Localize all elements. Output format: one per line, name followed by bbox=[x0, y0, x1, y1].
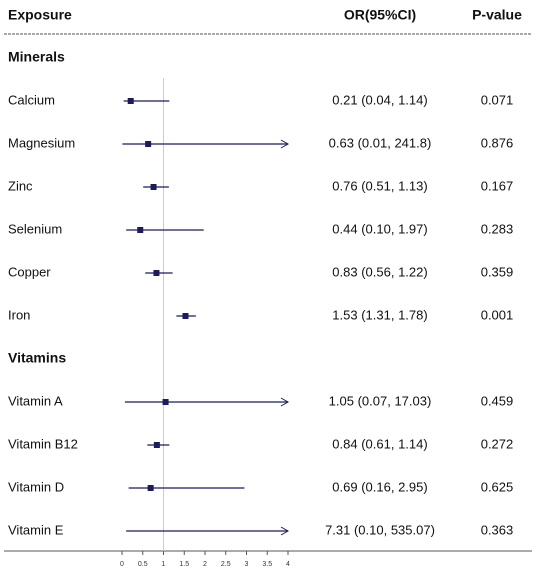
x-tick-label: 1.5 bbox=[179, 561, 189, 568]
point-estimate bbox=[145, 141, 152, 147]
x-tick-label: 2 bbox=[203, 561, 207, 568]
column-header: Exposure bbox=[8, 7, 72, 23]
x-tick-label: 2.5 bbox=[221, 561, 231, 568]
row-label: Vitamin B12 bbox=[8, 436, 78, 451]
x-tick-label: 0 bbox=[120, 561, 124, 568]
row-label: Copper bbox=[8, 264, 51, 279]
row-label: Calcium bbox=[8, 92, 55, 107]
arrow-head bbox=[280, 139, 290, 149]
ci-label: 0.83 (0.56, 1.22) bbox=[332, 264, 427, 279]
row-label: Zinc bbox=[8, 178, 33, 193]
arrow-head bbox=[280, 526, 290, 536]
p-value: 0.001 bbox=[481, 307, 514, 322]
group-label: Vitamins bbox=[8, 350, 66, 366]
x-tick-label: 3.5 bbox=[262, 561, 272, 568]
ci-label: 0.69 (0.16, 2.95) bbox=[332, 479, 427, 494]
point-estimate bbox=[150, 184, 157, 190]
ci-label: 1.53 (1.31, 1.78) bbox=[332, 307, 427, 322]
ci-label: 0.21 (0.04, 1.14) bbox=[332, 92, 427, 107]
p-value: 0.876 bbox=[481, 135, 514, 150]
point-estimate bbox=[153, 442, 160, 448]
x-tick-label: 0.5 bbox=[138, 561, 148, 568]
point-estimate bbox=[137, 227, 144, 233]
row-label: Vitamin A bbox=[8, 393, 63, 408]
point-estimate bbox=[153, 270, 160, 276]
arrow-head bbox=[280, 397, 290, 407]
column-header: P-value bbox=[472, 7, 522, 23]
row-label: Magnesium bbox=[8, 135, 75, 150]
p-value: 0.625 bbox=[481, 479, 514, 494]
group-label: Minerals bbox=[8, 49, 65, 65]
ci-label: 7.31 (0.10, 535.07) bbox=[325, 522, 435, 537]
p-value: 0.359 bbox=[481, 264, 514, 279]
row-label: Vitamin E bbox=[8, 522, 64, 537]
p-value: 0.459 bbox=[481, 393, 514, 408]
p-value: 0.283 bbox=[481, 221, 514, 236]
row-label: Vitamin D bbox=[8, 479, 64, 494]
p-value: 0.071 bbox=[481, 92, 514, 107]
point-estimate bbox=[182, 313, 189, 319]
ci-label: 0.44 (0.10, 1.97) bbox=[332, 221, 427, 236]
point-estimate bbox=[147, 485, 154, 491]
ci-label: 0.76 (0.51, 1.13) bbox=[332, 178, 427, 193]
point-estimate bbox=[162, 399, 169, 405]
p-value: 0.167 bbox=[481, 178, 514, 193]
ci-label: 0.63 (0.01, 241.8) bbox=[329, 135, 432, 150]
ci-label: 1.05 (0.07, 17.03) bbox=[329, 393, 432, 408]
ci-label: 0.84 (0.61, 1.14) bbox=[332, 436, 427, 451]
p-value: 0.272 bbox=[481, 436, 514, 451]
row-label: Iron bbox=[8, 307, 30, 322]
row-label: Selenium bbox=[8, 221, 62, 236]
point-estimate bbox=[127, 98, 134, 104]
x-tick-label: 1 bbox=[162, 561, 166, 568]
column-header: OR(95%CI) bbox=[344, 7, 416, 23]
x-tick-label: 3 bbox=[245, 561, 249, 568]
x-tick-label: 4 bbox=[286, 561, 290, 568]
p-value: 0.363 bbox=[481, 522, 514, 537]
